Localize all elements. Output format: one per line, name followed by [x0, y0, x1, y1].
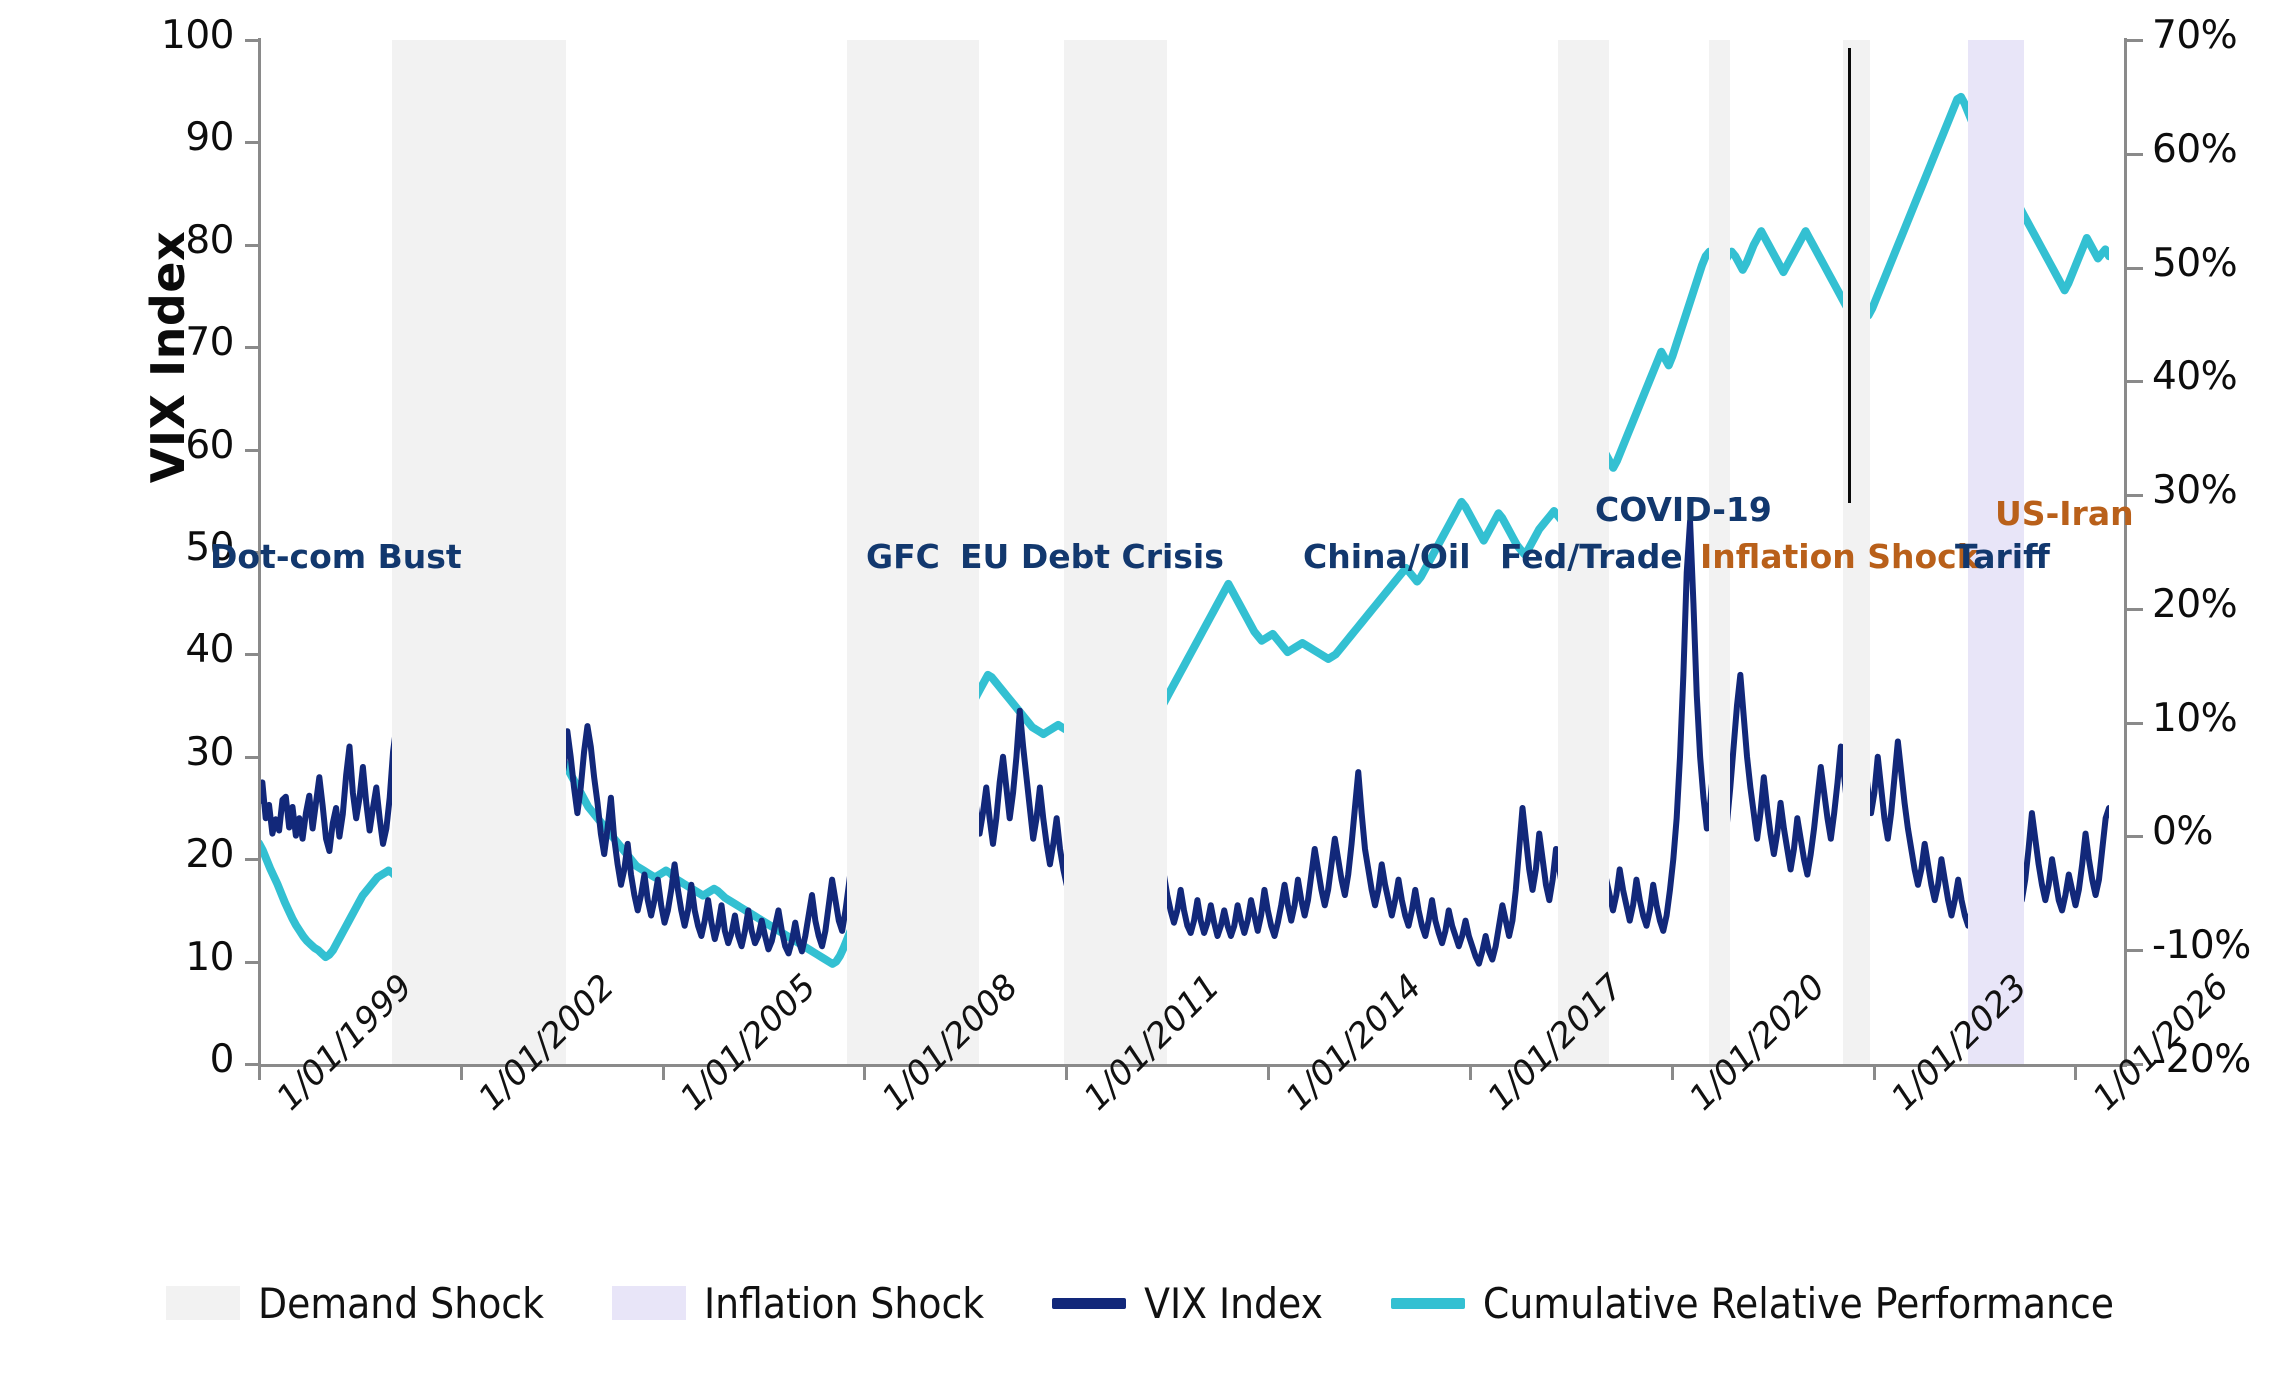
- y-axis-left-tick: [245, 858, 259, 862]
- x-axis-tick: [1468, 1064, 1472, 1080]
- y-axis-left-tick-label: 100: [161, 13, 234, 58]
- y-axis-left-tick-label: 40: [185, 627, 234, 673]
- annotation-eu-debt-crisis: EU Debt Crisis: [960, 537, 1224, 576]
- y-axis-left-tick-label: 30: [185, 729, 234, 775]
- y-axis-right-tick: [2127, 949, 2143, 953]
- y-axis-left-tick: [245, 551, 259, 554]
- eu-debt-crisis-band: [1063, 40, 1168, 1064]
- annotation-tariff: Tariff: [1955, 537, 2050, 576]
- plot-clip: [259, 40, 2109, 1064]
- china-oil-band: [1557, 40, 1610, 1064]
- legend-line-marker: [1052, 1297, 1127, 1309]
- y-axis-left-tick-label: 80: [185, 217, 234, 263]
- y-axis-left-tick: [245, 960, 259, 964]
- y-axis-right-tick-label: 70%: [2152, 13, 2238, 58]
- y-axis-left-tick: [245, 1063, 259, 1066]
- y-axis-right-tick-label: 60%: [2152, 126, 2238, 172]
- y-axis-right-tick-label: 0%: [2152, 809, 2213, 855]
- y-axis-left-tick-label: 20: [185, 832, 234, 878]
- x-axis-tick: [258, 1064, 261, 1080]
- y-axis-right-tick-label: 40%: [2152, 354, 2238, 400]
- cumulative-relative-performance-line: [259, 92, 2109, 968]
- legend-swatch: [611, 1286, 686, 1320]
- y-axis-left-tick: [245, 346, 259, 350]
- fed-trade-band: [1709, 40, 1730, 1064]
- legend-line-marker: [1390, 1297, 1465, 1309]
- x-axis-tick: [1267, 1064, 1271, 1080]
- y-axis-right-tick: [2127, 266, 2143, 270]
- y-axis-left-tick-label: 50: [185, 525, 234, 570]
- y-axis-right-tick: [2127, 1063, 2143, 1066]
- y-axis-left-tick-label: 10: [185, 934, 234, 980]
- y-axis-left-tick: [245, 39, 259, 42]
- vix-index-line: [259, 446, 2109, 967]
- legend-label: Inflation Shock: [703, 1278, 985, 1328]
- legend-item-vix-index[interactable]: VIX Index: [1052, 1279, 1323, 1328]
- chart-legend: Demand Shock Inflation Shock VIX Index Cumu…: [0, 1258, 2280, 1348]
- y-axis-right-tick: [2127, 380, 2143, 384]
- y-axis-right-tick: [2127, 607, 2143, 611]
- plot-area: [259, 40, 2109, 1064]
- y-axis-right-tick-label: 20%: [2152, 581, 2238, 627]
- x-axis-tick: [459, 1064, 463, 1080]
- y-axis-left-tick-label: 90: [185, 115, 234, 161]
- y-axis-right-tick: [2127, 494, 2143, 498]
- x-axis-line: [259, 1064, 2127, 1067]
- x-axis-tick: [1065, 1064, 1069, 1080]
- legend-label: Demand Shock: [257, 1278, 544, 1328]
- y-axis-right-tick: [2127, 721, 2143, 725]
- y-axis-right-tick-label: 30%: [2152, 468, 2238, 514]
- x-axis-tick: [863, 1064, 867, 1080]
- y-axis-left-tick-label: 60: [185, 422, 234, 468]
- y-axis-left-tick: [245, 755, 259, 759]
- y-axis-left-line: [258, 38, 261, 1066]
- y-axis-left-tick: [245, 653, 259, 657]
- y-axis-right-tick: [2127, 152, 2143, 156]
- y-axis-left-tick-label: 70: [185, 320, 234, 366]
- y-axis-left-tick: [245, 448, 259, 452]
- annotation-inflation-shock: Inflation Shock: [1700, 537, 1979, 576]
- inflation-shock-band: [1968, 40, 2024, 1064]
- y-axis-right-tick-label: -20%: [2152, 1037, 2251, 1082]
- y-axis-right-tick-label: -10%: [2152, 923, 2251, 969]
- dot-com-bust-band: [392, 40, 567, 1064]
- y-axis-right-tick: [2127, 835, 2143, 839]
- gfc-band: [847, 40, 979, 1064]
- y-axis-left-tick: [245, 141, 259, 145]
- y-axis-left-tick: [245, 243, 259, 247]
- y-axis-right-line: [2124, 38, 2127, 1066]
- legend-item-cumulative-relative-performance[interactable]: Cumulative Relative Performance: [1390, 1278, 2114, 1328]
- y-axis-right-tick-label: 50%: [2152, 240, 2238, 286]
- annotation-china-oil: China/Oil: [1303, 537, 1471, 576]
- y-axis-right-tick-label: 10%: [2152, 695, 2238, 741]
- y-axis-right-tick: [2127, 39, 2143, 42]
- legend-swatch: [165, 1286, 240, 1320]
- covid-19-band: [1842, 40, 1871, 1064]
- x-axis-tick: [1670, 1064, 1674, 1080]
- series-lines: [259, 92, 2109, 968]
- covid-19-line: [1848, 48, 1852, 503]
- legend-item-inflation-shock[interactable]: Inflation Shock: [611, 1278, 985, 1328]
- y-axis-left-tick-label: 0: [209, 1037, 235, 1082]
- legend-item-demand-shock[interactable]: Demand Shock: [165, 1278, 544, 1328]
- x-axis-tick: [1872, 1064, 1876, 1080]
- legend-label: VIX Index: [1144, 1278, 1323, 1328]
- annotation-us-iran: US-Iran: [1995, 494, 2134, 533]
- annotation-fed-trade: Fed/Trade: [1500, 537, 1683, 576]
- annotation-covid-19: COVID-19: [1595, 490, 1772, 529]
- x-axis-tick: [661, 1064, 665, 1080]
- annotation-dot-com-bust: Dot-com Bust: [210, 537, 462, 576]
- legend-label: Cumulative Relative Performance: [1482, 1278, 2114, 1328]
- annotation-gfc: GFC: [866, 537, 940, 576]
- x-axis-tick: [2074, 1064, 2078, 1080]
